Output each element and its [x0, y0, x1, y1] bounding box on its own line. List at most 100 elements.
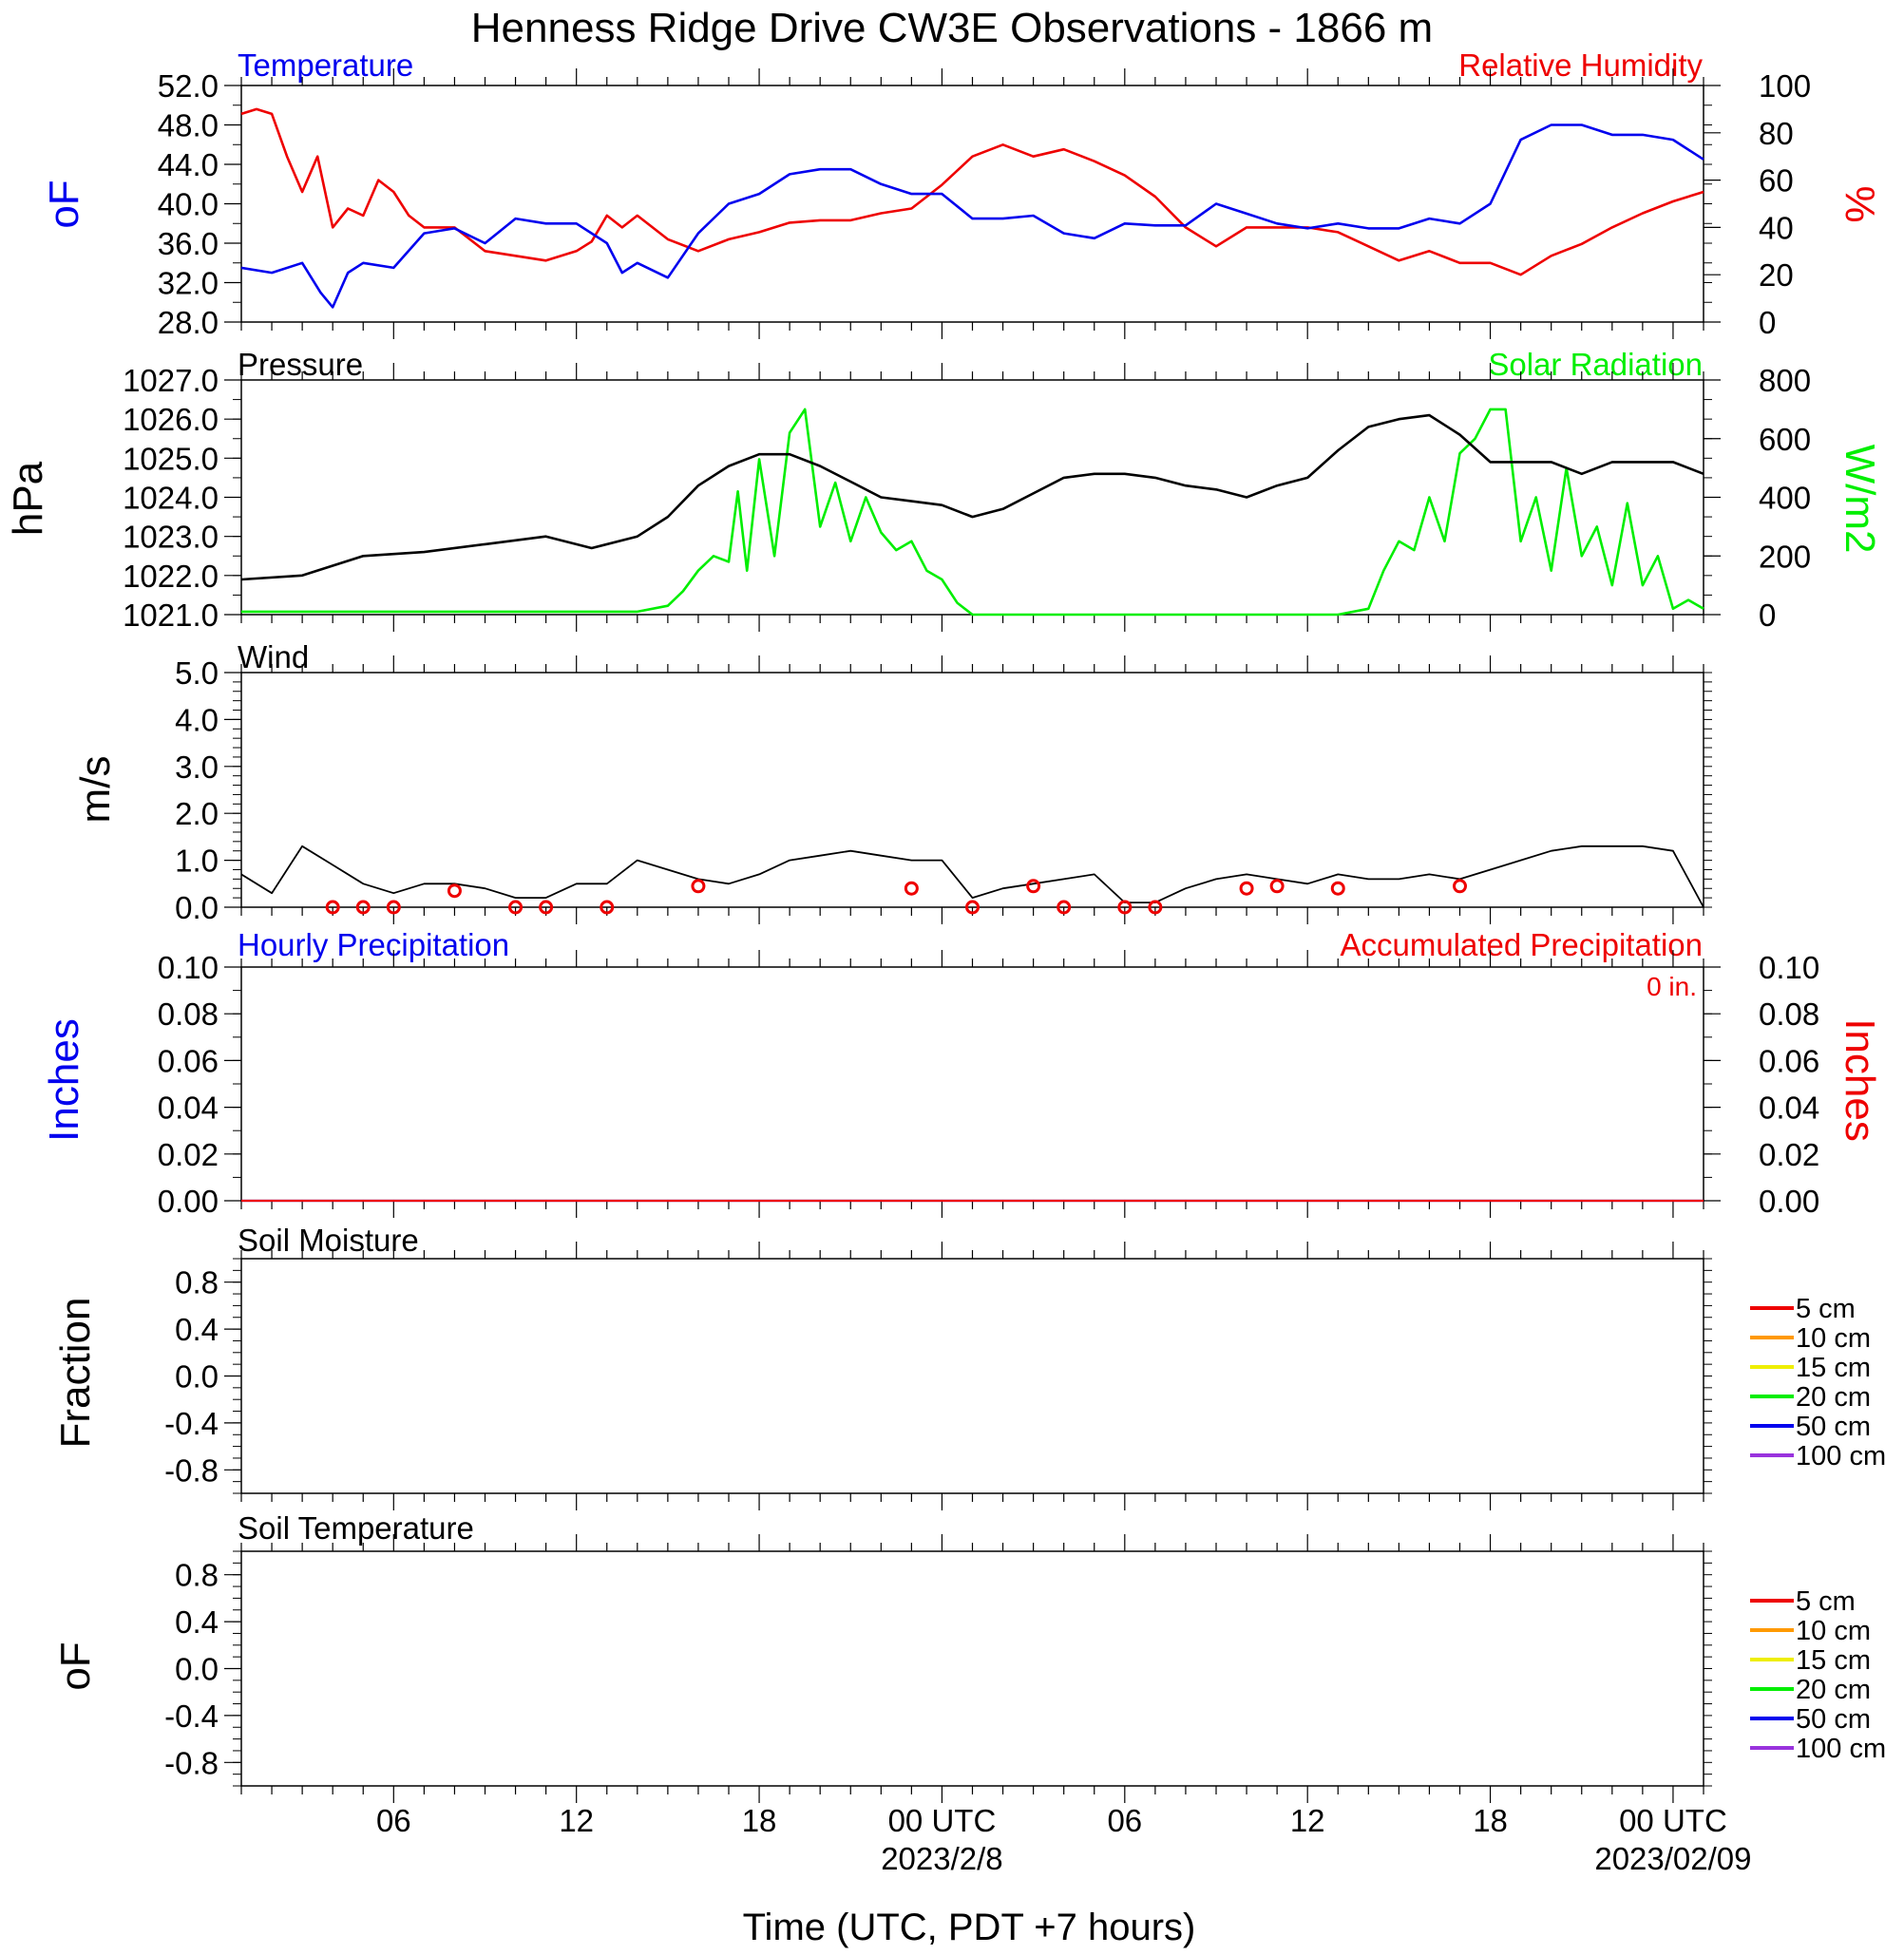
- y2-tick-label: 0.02: [1759, 1137, 1819, 1172]
- humidity-line: [240, 107, 1704, 276]
- y2-tick-label: 60: [1759, 163, 1794, 199]
- y2-tick-label: 0.08: [1759, 996, 1819, 1032]
- y-tick-label: 0.0: [175, 1359, 219, 1395]
- pressure-title: Pressure: [238, 347, 363, 382]
- soil-temperature-units: oF: [52, 1642, 99, 1690]
- accum-precip-value: 0 in.: [1647, 972, 1697, 1001]
- panel-wind: Wind m/s: [72, 639, 309, 823]
- y2-tick-label: 0.04: [1759, 1091, 1819, 1126]
- y-tick-label: 3.0: [175, 750, 219, 785]
- x-axis-label: Time (UTC, PDT +7 hours): [743, 1907, 1196, 1948]
- calm-wind-marker: [691, 879, 706, 894]
- y-tick-label: 1021.0: [123, 598, 219, 633]
- y-tick-label: 0.10: [158, 950, 219, 985]
- calm-wind-marker: [325, 900, 340, 915]
- y-tick-label: 1023.0: [123, 520, 219, 555]
- pressure-units: hPa: [5, 461, 51, 536]
- y-tick-label: 0.0: [175, 890, 219, 925]
- y-tick-label: 0.02: [158, 1137, 219, 1172]
- y-tick-label: 2.0: [175, 796, 219, 831]
- x-date-label: 2023/02/09: [1594, 1841, 1751, 1876]
- y-tick-label: 32.0: [158, 266, 219, 301]
- y-tick-label: 1025.0: [123, 441, 219, 476]
- y-tick-label: 0.4: [175, 1312, 219, 1347]
- calm-wind-marker: [1330, 881, 1345, 896]
- legend-label: 5 cm: [1796, 1586, 1856, 1617]
- legend-label: 100 cm: [1796, 1441, 1886, 1471]
- legend-label: 10 cm: [1796, 1323, 1871, 1354]
- humidity-title: Relative Humidity: [1458, 47, 1703, 83]
- x-tick-label: 18: [1473, 1803, 1508, 1838]
- y2-tick-label: 0: [1759, 598, 1776, 633]
- temperature-line: [240, 123, 1704, 309]
- x-tick-label: 00 UTC: [888, 1803, 997, 1838]
- x-tick-label: 12: [559, 1803, 594, 1838]
- panel-soil-temperature: Soil Temperature oF: [52, 1510, 474, 1691]
- y-tick-label: 0.08: [158, 996, 219, 1032]
- solar-title: Solar Radiation: [1488, 347, 1703, 382]
- wind-title: Wind: [238, 639, 309, 674]
- y-tick-label: 28.0: [158, 305, 219, 340]
- x-date-label: 2023/2/8: [881, 1841, 1002, 1876]
- wind-units: m/s: [72, 756, 119, 824]
- y-tick-label: 1027.0: [123, 363, 219, 398]
- soil-temperature-title: Soil Temperature: [238, 1510, 474, 1546]
- wind-speed-line: [240, 845, 1704, 908]
- y-tick-label: 0.06: [158, 1043, 219, 1078]
- y2-tick-label: 400: [1759, 481, 1811, 516]
- y-tick-label: 0.8: [175, 1558, 219, 1593]
- y2-tick-label: 200: [1759, 539, 1811, 574]
- plot-frame-temp_rh: [240, 85, 1704, 323]
- y-tick-label: 5.0: [175, 655, 219, 691]
- y-tick-label: 44.0: [158, 147, 219, 182]
- y-tick-label: 48.0: [158, 108, 219, 143]
- panel-pressure-solar: Pressure Solar Radiation hPa W/m2: [5, 347, 1883, 553]
- panel-temp-rh: Temperature Relative Humidity oF %: [41, 47, 1883, 229]
- calm-wind-marker: [1057, 900, 1072, 915]
- panel-soil-moisture: Soil Moisture Fraction: [52, 1223, 419, 1448]
- calm-wind-marker: [1026, 879, 1041, 894]
- legend-label: 15 cm: [1796, 1353, 1871, 1383]
- solar-radiation-line: [241, 408, 1704, 617]
- x-tick-label: 12: [1290, 1803, 1325, 1838]
- y-tick-label: 36.0: [158, 226, 219, 261]
- legend-label: 15 cm: [1796, 1645, 1871, 1676]
- calm-wind-marker: [600, 900, 615, 915]
- y-tick-label: 1024.0: [123, 481, 219, 516]
- humidity-units: %: [1837, 185, 1883, 222]
- x-tick-label: 06: [1107, 1803, 1142, 1838]
- legend-label: 100 cm: [1796, 1734, 1886, 1764]
- calm-wind-marker: [539, 900, 554, 915]
- y-tick-label: 1026.0: [123, 402, 219, 437]
- legend-label: 10 cm: [1796, 1616, 1871, 1646]
- x-tick-label: 00 UTC: [1619, 1803, 1727, 1838]
- y-tick-label: -0.4: [164, 1406, 219, 1441]
- y-tick-label: 1.0: [175, 844, 219, 879]
- soil-moisture-units: Fraction: [52, 1298, 99, 1449]
- calm-wind-marker: [1269, 879, 1285, 894]
- plot-frame-precip: [240, 966, 1704, 1202]
- y-tick-label: 0.4: [175, 1604, 219, 1640]
- y2-tick-label: 100: [1759, 68, 1811, 104]
- y2-tick-label: 0.06: [1759, 1043, 1819, 1078]
- accum-precip-units: Inches: [1837, 1018, 1883, 1142]
- y-tick-label: 0.8: [175, 1265, 219, 1300]
- y2-tick-label: 600: [1759, 422, 1811, 457]
- calm-wind-marker: [904, 881, 919, 896]
- x-tick-label: 18: [742, 1803, 777, 1838]
- legend-label: 20 cm: [1796, 1382, 1871, 1413]
- hourly-precip-title: Hourly Precipitation: [238, 927, 509, 962]
- plot-frame-soil_moisture: [240, 1258, 1704, 1494]
- y2-tick-label: 800: [1759, 363, 1811, 398]
- calm-wind-marker: [965, 900, 980, 915]
- y-tick-label: -0.4: [164, 1699, 219, 1734]
- legend-label: 20 cm: [1796, 1675, 1871, 1705]
- y-tick-label: -0.8: [164, 1452, 219, 1488]
- calm-wind-marker: [386, 900, 401, 915]
- y-tick-label: 52.0: [158, 68, 219, 104]
- y2-tick-label: 20: [1759, 257, 1794, 293]
- plot-frame-soil_temperature: [240, 1550, 1704, 1787]
- pressure-line: [240, 413, 1704, 581]
- soil-moisture-title: Soil Moisture: [238, 1223, 419, 1258]
